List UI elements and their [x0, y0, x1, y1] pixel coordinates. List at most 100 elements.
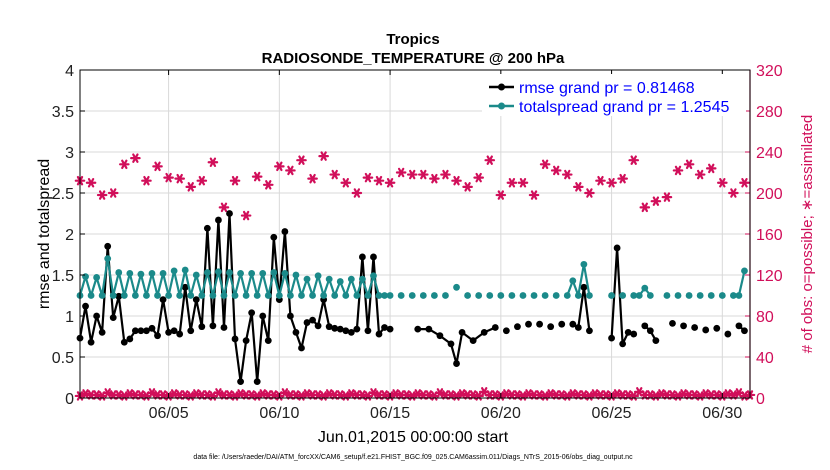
- y2-tick-label: 0: [756, 391, 765, 408]
- spread-point: [115, 269, 123, 276]
- chart-subtitle: RADIOSONDE_TEMPERATURE @ 200 hPa: [262, 50, 565, 67]
- obs-count-marker: [279, 388, 291, 398]
- spread-point: [475, 292, 483, 299]
- spread-point: [696, 292, 704, 299]
- spread-point: [552, 292, 560, 299]
- spread-point: [430, 292, 438, 299]
- rmse-point: [242, 337, 250, 344]
- rmse-point: [370, 253, 377, 261]
- rmse-point: [680, 322, 687, 330]
- obs-count-marker: [556, 390, 568, 400]
- y-tick-label: 2: [65, 227, 74, 244]
- spread-point: [729, 292, 737, 299]
- obs-count-marker: [340, 178, 352, 188]
- y2-tick-label: 120: [756, 268, 783, 285]
- obs-count-marker: [567, 389, 579, 399]
- rmse-point: [148, 324, 156, 332]
- spread-point: [176, 292, 184, 299]
- rmse-point: [170, 327, 178, 335]
- obs-count-marker: [152, 161, 163, 172]
- x-tick-label: 06/15: [370, 405, 410, 422]
- y-axis-label: rmse and totalspread: [36, 159, 53, 309]
- spread-point: [646, 292, 654, 299]
- obs-count-marker: [174, 173, 185, 184]
- obs-count-marker: [318, 151, 329, 161]
- ticks: 06/05 06/10 06/15 06/20 06/25 06/30 0 0.5 1 1.5 2 2…: [52, 63, 783, 422]
- obs-count-marker: [290, 390, 302, 400]
- obs-count-marker: [512, 390, 523, 400]
- spread-point: [303, 275, 311, 283]
- rmse-point: [447, 340, 455, 348]
- obs-count-marker: [357, 390, 368, 400]
- obs-count-marker: [617, 173, 628, 184]
- spread-point: [165, 292, 172, 299]
- obs-count-marker: [213, 388, 224, 398]
- obs-count-marker: [462, 182, 473, 192]
- rmse-point: [203, 224, 211, 232]
- obs-count-marker: [489, 390, 501, 400]
- rmse-point: [375, 330, 383, 338]
- obs-count-marker: [102, 388, 113, 398]
- spread-point: [630, 292, 638, 299]
- rmse-point: [569, 320, 577, 328]
- rmse-point: [608, 334, 615, 342]
- spread-point: [375, 292, 383, 299]
- spread-point: [220, 292, 228, 299]
- rmse-point: [358, 253, 366, 261]
- obs-count-marker: [268, 390, 280, 400]
- spread-point: [563, 292, 571, 299]
- obs-count-marker: [240, 210, 252, 221]
- spread-point: [314, 272, 322, 280]
- rmse-point: [82, 302, 89, 310]
- rmse-point: [298, 344, 305, 352]
- obs-count-marker: [384, 178, 396, 188]
- spread-point: [275, 292, 283, 299]
- rmse-point: [342, 327, 350, 335]
- obs-count-marker: [395, 167, 407, 178]
- spread-point: [309, 292, 316, 299]
- obs-count-marker: [301, 389, 313, 399]
- spread-point: [586, 292, 593, 299]
- spread-point: [192, 271, 200, 279]
- obs-count-marker: [146, 388, 158, 398]
- obs-count-marker: [190, 389, 202, 399]
- rmse-point: [536, 320, 543, 328]
- rmse-point: [453, 360, 460, 367]
- spread-point: [408, 292, 416, 299]
- rmse-point: [215, 216, 222, 224]
- obs-count-marker: [274, 161, 285, 172]
- obs-count-marker: [379, 390, 390, 400]
- spread-point: [336, 278, 344, 285]
- rmse-point: [143, 327, 150, 335]
- rmse-point: [325, 323, 333, 331]
- spread-point: [187, 292, 195, 299]
- spread-point: [397, 292, 405, 299]
- rmse-point: [619, 340, 627, 348]
- y2-tick-label: 280: [756, 104, 783, 121]
- spread-point: [486, 292, 494, 299]
- rmse-point: [669, 319, 676, 327]
- obs-count-marker: [578, 390, 590, 400]
- spread-point: [442, 292, 449, 299]
- rmse-point: [281, 228, 289, 235]
- rmse-point: [469, 337, 477, 344]
- legend-spread-marker: [498, 102, 505, 110]
- rmse-point: [381, 324, 388, 331]
- obs-count-marker: [584, 188, 595, 198]
- spread-point: [574, 292, 582, 299]
- obs-count-marker: [373, 175, 385, 186]
- y2-tick-label: 200: [756, 186, 783, 203]
- spread-point: [741, 267, 748, 275]
- rmse-point: [109, 314, 117, 322]
- spread-point: [453, 283, 460, 291]
- rmse-point: [87, 338, 95, 346]
- spread-point: [281, 269, 289, 277]
- obs-count-marker: [667, 390, 678, 400]
- spread-point: [87, 292, 95, 299]
- obs-count-marker: [185, 182, 197, 192]
- obs-count-marker: [545, 389, 556, 399]
- rmse-point: [514, 323, 521, 331]
- obs-count-marker: [196, 175, 208, 186]
- obs-count-marker: [622, 390, 634, 400]
- rmse-point: [137, 327, 145, 335]
